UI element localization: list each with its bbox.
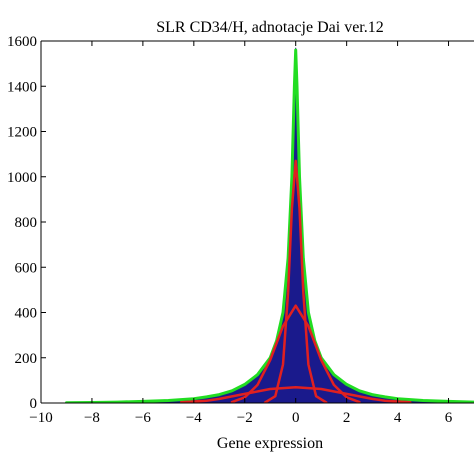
x-tick-label: 4 [394, 410, 402, 426]
plot-area [65, 47, 474, 403]
x-tick-label: −8 [84, 410, 100, 426]
x-tick-label: −6 [135, 410, 151, 426]
y-tick-label: 1400 [7, 79, 37, 95]
axes [40, 40, 474, 404]
y-tick-label: 1600 [7, 34, 37, 50]
y-tick-label: 800 [15, 215, 38, 231]
histogram-area [66, 47, 474, 403]
x-axis-label: Gene expression [217, 435, 323, 452]
x-tick-label: −10 [29, 410, 52, 426]
series-line-mixture-total [65, 48, 474, 403]
x-tick-label: 6 [445, 410, 453, 426]
x-tick-label: 0 [292, 410, 300, 426]
x-tick-label: −4 [186, 410, 202, 426]
x-tick-label: −2 [237, 410, 253, 426]
series-line-component-medium [230, 304, 361, 403]
x-tick-label: 2 [343, 410, 351, 426]
y-tick-label: 1200 [7, 125, 37, 141]
y-tick-label: 0 [30, 396, 38, 412]
y-tick-label: 1000 [7, 170, 37, 186]
y-tick-label: 600 [15, 260, 38, 276]
tick-labels: −10 −8 −6 −4 −2 0 2 4 6 0 200 400 600 800 1000 1200 1400… [7, 34, 453, 426]
y-tick-label: 200 [15, 351, 38, 367]
series-line-component-narrow [263, 159, 328, 403]
series-line-component-wide [179, 385, 412, 403]
chart-title: SLR CD34/H, adnotacje Dai ver.12 [156, 19, 384, 36]
y-tick-label: 400 [15, 306, 38, 322]
